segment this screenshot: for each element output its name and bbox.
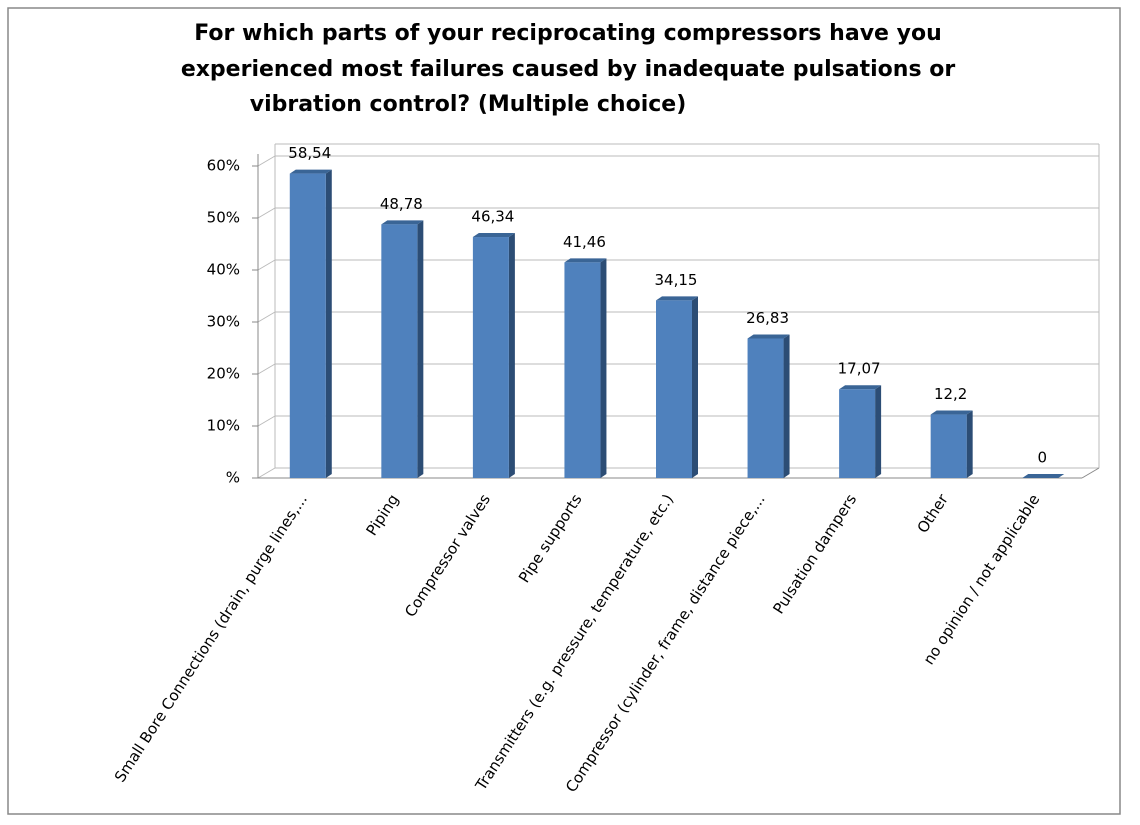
bar-top — [930, 410, 973, 415]
bar — [289, 173, 326, 479]
chart-title: For which parts of your reciprocating co… — [194, 21, 941, 46]
bar-side — [508, 233, 515, 478]
bar-top — [747, 334, 790, 339]
bar — [472, 237, 509, 478]
bar — [564, 262, 601, 478]
bar-side — [783, 334, 790, 478]
grid-line — [257, 311, 276, 323]
grid-line — [257, 207, 276, 219]
bar-top — [839, 385, 882, 390]
x-axis — [1081, 467, 1100, 479]
y-tick-label: 20% — [207, 365, 240, 383]
y-tick-label: 40% — [207, 261, 240, 279]
grid-line — [257, 259, 276, 271]
y-tick-label: % — [226, 469, 240, 487]
y-tick-label: 60% — [207, 157, 240, 175]
grid-line — [257, 415, 276, 427]
bar-side — [325, 169, 332, 479]
bar-top — [289, 169, 332, 174]
value-label: 58,54 — [288, 144, 331, 162]
value-label: 34,15 — [655, 271, 698, 289]
value-label: 17,07 — [838, 360, 881, 378]
bar — [747, 338, 784, 478]
bar — [381, 224, 418, 478]
y-tick-label: 50% — [207, 209, 240, 227]
bar-side — [875, 385, 882, 478]
bar-top — [381, 220, 424, 225]
grid-line — [257, 467, 276, 479]
y-tick-label: 10% — [207, 417, 240, 435]
value-label: 48,78 — [380, 195, 423, 213]
value-label: 0 — [1037, 449, 1047, 467]
bar-top — [564, 258, 607, 263]
value-label: 12,2 — [934, 385, 967, 403]
bar-top — [472, 233, 515, 238]
bar — [656, 300, 692, 478]
bar-side — [417, 220, 424, 478]
bar-side — [600, 258, 607, 478]
bar-top — [1022, 474, 1065, 478]
bar-top — [656, 296, 698, 301]
bar — [930, 414, 967, 478]
value-label: 46,34 — [471, 208, 514, 226]
chart-border — [7, 7, 1121, 815]
chart-title: experienced most failures caused by inad… — [181, 57, 956, 82]
value-label: 26,83 — [746, 309, 789, 327]
y-tick-label: 30% — [207, 313, 240, 331]
grid-line — [257, 363, 276, 375]
value-label: 41,46 — [563, 233, 606, 251]
bar-side — [692, 296, 698, 478]
grid-line — [257, 155, 276, 167]
bar — [839, 389, 876, 478]
bar-side — [966, 410, 973, 478]
chart-title: vibration control? (Multiple choice) — [250, 92, 687, 117]
